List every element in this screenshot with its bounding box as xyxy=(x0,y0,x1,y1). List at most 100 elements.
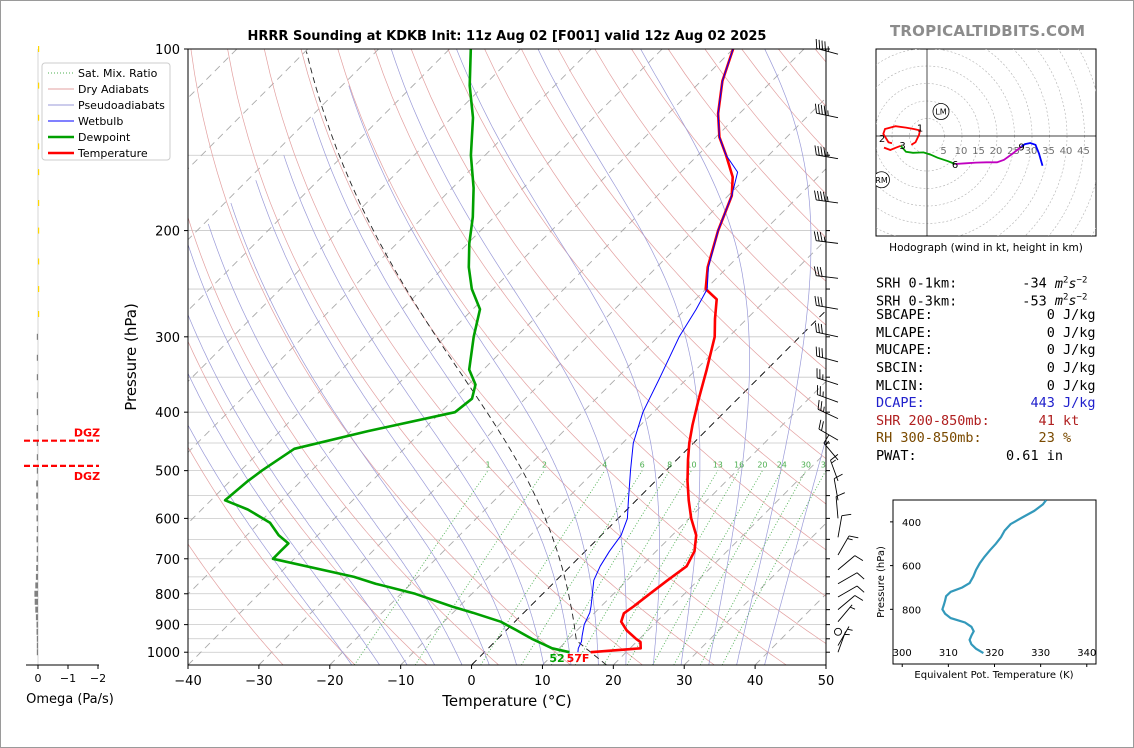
index-unit: in xyxy=(1038,447,1063,464)
index-label: PWAT: xyxy=(876,447,982,464)
pseudoadiabat xyxy=(283,155,545,665)
barb-staff xyxy=(817,394,839,403)
barb-flag xyxy=(817,104,820,114)
dry-adiabat xyxy=(484,49,826,460)
wind-barb xyxy=(837,595,864,610)
mixing-ratio-line xyxy=(652,470,763,665)
barb-half xyxy=(831,459,836,464)
barb-staff xyxy=(816,304,839,310)
barb-flag xyxy=(835,492,845,497)
pseudoadiabat xyxy=(188,372,380,665)
index-unit: J/kg xyxy=(1054,307,1096,324)
pseudoadiabat xyxy=(188,313,408,665)
x-tick-label: 50 xyxy=(818,674,835,689)
pseudoadiabat xyxy=(390,49,627,665)
wind-barb xyxy=(837,572,865,585)
pseudoadiabat xyxy=(348,85,599,665)
index-row: DCAPE: 443 J/kg xyxy=(876,395,1095,413)
mixing-ratio-line xyxy=(353,470,489,665)
barb-flag xyxy=(820,401,823,411)
index-row: SRH 0-3km: -53 m2s−2 xyxy=(876,290,1095,310)
wind-barb xyxy=(814,103,839,119)
mixing-ratio-label: 2 xyxy=(542,461,547,470)
index-label: SBCIN: xyxy=(876,359,982,376)
barb-flag xyxy=(816,231,820,242)
indices-table: SRH 0-1km: -34 m2s−2 SRH 0-3km: -53 m2s−2… xyxy=(876,272,1095,466)
wind-barb xyxy=(818,419,839,441)
index-row: PWAT: 0.61 in xyxy=(876,448,1095,466)
barb-half xyxy=(823,406,825,412)
legend-entry: Pseudoadiabats xyxy=(78,99,165,112)
barb-flag xyxy=(820,296,823,307)
barb-flag xyxy=(823,105,826,116)
mixing-ratio-label: 6 xyxy=(640,461,645,470)
dry-adiabat xyxy=(190,49,571,665)
dry-adiabat xyxy=(337,49,826,645)
mixing-ratio-label: 8 xyxy=(667,461,672,470)
wind-barb xyxy=(816,368,839,385)
index-label: SRH 0-1km: xyxy=(876,275,982,292)
barb-flag xyxy=(814,190,817,201)
mixing-ratio-label: 13 xyxy=(713,461,723,470)
mixing-ratio-line xyxy=(574,470,692,665)
barb-flag xyxy=(821,348,823,358)
pseudoadiabat xyxy=(230,202,490,665)
omega-bar xyxy=(36,628,38,635)
hodograph-caption: Hodograph (wind in kt, height in km) xyxy=(889,242,1083,254)
omega-bar xyxy=(36,635,38,642)
hodograph-ring-label: 10 xyxy=(955,146,968,157)
mixing-ratio-line xyxy=(603,470,719,665)
wind-barb xyxy=(815,346,839,363)
surface-temperature-label: 57F xyxy=(567,652,590,665)
omega-bar xyxy=(36,480,38,487)
hodograph-ring-label: 35 xyxy=(1042,146,1055,157)
barb-staff xyxy=(837,515,843,538)
wind-barb xyxy=(834,627,842,636)
dry-adiabat xyxy=(188,543,284,665)
series-wetbulb-line xyxy=(577,49,739,653)
barb-half xyxy=(827,151,829,158)
omega-bar xyxy=(35,573,38,580)
barb-flag xyxy=(814,145,817,155)
index-label: SHR 200-850mb: xyxy=(876,412,998,429)
dry-adiabat xyxy=(557,49,826,370)
barb-flag xyxy=(821,421,824,431)
barb-flag xyxy=(814,322,817,333)
y-tick-label: 800 xyxy=(155,588,180,603)
hodograph-ring-label: 40 xyxy=(1060,146,1073,157)
index-row: RH 300-850mb: 23 % xyxy=(876,430,1095,448)
barb-half xyxy=(850,606,856,610)
barb-flag xyxy=(817,323,820,333)
index-label: MUCAPE: xyxy=(876,342,982,359)
index-unit: % xyxy=(1054,430,1072,447)
isotherm--80 xyxy=(188,49,521,383)
pseudoadiabat xyxy=(188,243,436,665)
dry-adiabat xyxy=(300,49,787,665)
pseudoadiabat xyxy=(764,437,826,665)
hodograph-ring-label: 20 xyxy=(990,146,1003,157)
mixing-ratio-line xyxy=(414,470,545,665)
storm-motion-marker xyxy=(876,171,890,189)
omega-bar xyxy=(36,467,38,474)
barb-flag xyxy=(815,38,818,49)
index-row: MLCIN: 0 J/kg xyxy=(876,378,1095,396)
hodograph-ring-label: 25 xyxy=(1007,146,1020,157)
wind-barb xyxy=(814,190,839,204)
hodograph-frame xyxy=(875,48,1097,237)
barb-flag xyxy=(833,473,843,480)
barb-staff xyxy=(816,240,839,244)
index-row: MLCAPE: 0 J/kg xyxy=(876,325,1095,343)
legend: Sat. Mix. Ratio Dry Adiabats Pseudoadiabat… xyxy=(41,62,171,161)
mixing-ratio-label: 1 xyxy=(485,461,490,470)
wind-barb xyxy=(837,535,859,556)
omega-bar xyxy=(35,614,38,621)
hodograph-height-label: 2 xyxy=(879,134,885,145)
barb-flag xyxy=(818,419,822,430)
dry-adiabat xyxy=(188,216,499,665)
mixing-ratio-line xyxy=(673,470,783,665)
pseudoadiabat xyxy=(312,117,572,665)
storm-motion-label: RM xyxy=(875,176,888,185)
mixing-ratio-label: 36 xyxy=(821,461,831,470)
index-label: MLCAPE: xyxy=(876,324,982,341)
theta-e-x-tick-label: 330 xyxy=(1031,648,1050,659)
